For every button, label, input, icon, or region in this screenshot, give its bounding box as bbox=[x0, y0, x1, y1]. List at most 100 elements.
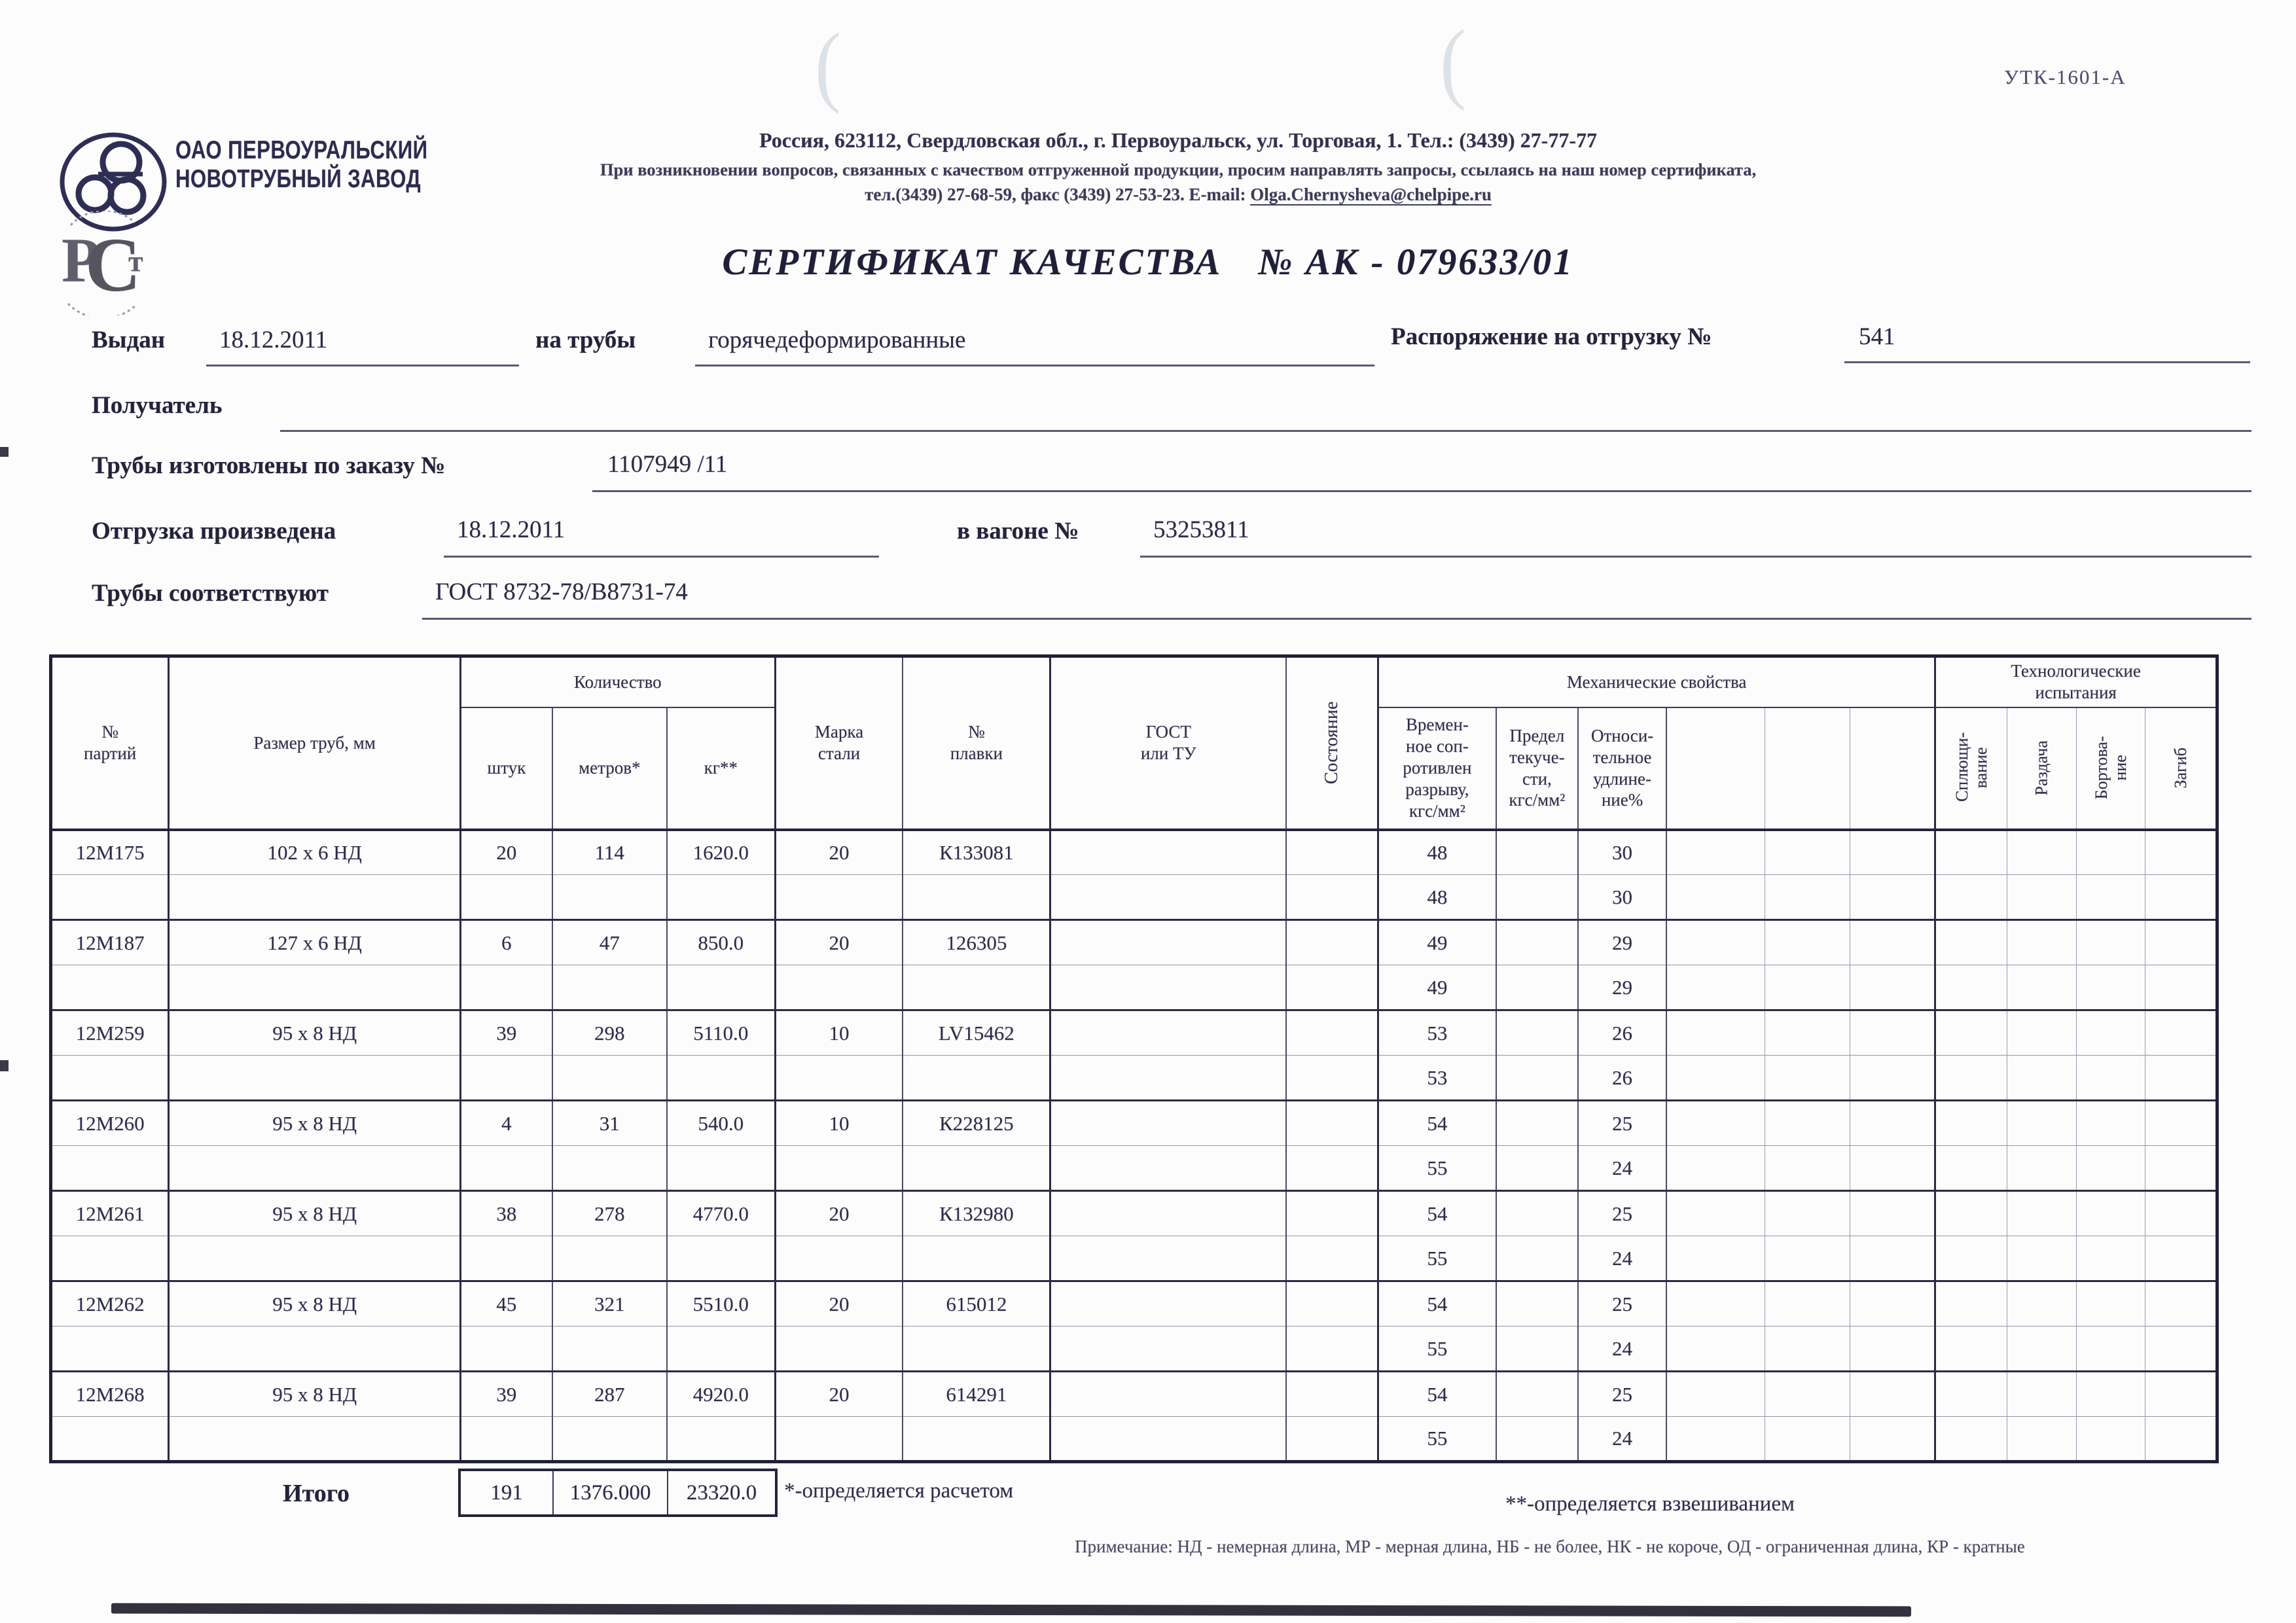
table-row: 12М187 127 х 6 НД 6 47 850.0 20 126305 49 29 bbox=[50, 919, 2217, 965]
form-code: УТК-1601-А bbox=[2004, 65, 2126, 88]
table-cell bbox=[1286, 1010, 1379, 1056]
col-header-meters: метров* bbox=[552, 707, 668, 831]
table-cell: 5510.0 bbox=[666, 1281, 776, 1327]
made-by-order-label: Трубы изготовлены по заказу № bbox=[92, 452, 446, 479]
col-header-elongation: Относи- тельное удлине- ние% bbox=[1577, 707, 1668, 831]
table-row: 12М259 95 х 8 НД 39 298 5110.0 10 LV15462 53 26 bbox=[50, 1010, 2217, 1056]
table-cell: 95 х 8 НД bbox=[168, 1281, 461, 1327]
table-cell bbox=[50, 965, 170, 1011]
table-cell: 12М187 bbox=[50, 919, 170, 965]
table-cell bbox=[1765, 874, 1851, 921]
table-cell: 24 bbox=[1577, 1416, 1668, 1462]
table-cell: 20 bbox=[775, 1281, 904, 1327]
table-cell: 20 bbox=[775, 829, 904, 875]
table-cell bbox=[2007, 829, 2077, 875]
group-header-technological: Технологические испытания bbox=[1935, 656, 2217, 708]
table-cell bbox=[1666, 1416, 1765, 1462]
table-header: № партий Размер труб, мм Количество Марк… bbox=[50, 656, 2217, 831]
table-cell bbox=[1050, 1416, 1287, 1462]
shipped-value: 18.12.2011 bbox=[457, 516, 565, 543]
table-cell bbox=[1496, 874, 1579, 921]
table-cell bbox=[1496, 1190, 1579, 1236]
scan-artifact-dash bbox=[0, 1060, 9, 1071]
table-cell bbox=[50, 874, 170, 921]
svg-text:Р: Р bbox=[62, 225, 100, 295]
table-cell bbox=[1765, 1055, 1851, 1101]
table-cell: 55 bbox=[1378, 1145, 1497, 1192]
table-cell bbox=[1935, 1281, 2008, 1327]
table-cell bbox=[1765, 1190, 1851, 1236]
table-cell: 614291 bbox=[903, 1371, 1052, 1417]
col-header-steel-grade: Марка стали bbox=[775, 656, 904, 831]
table-cell bbox=[903, 1055, 1052, 1101]
table-row: 12М261 95 х 8 НД 38 278 4770.0 20 К132980 54 25 bbox=[50, 1190, 2217, 1236]
table-cell bbox=[50, 1145, 170, 1192]
table-cell bbox=[1286, 1371, 1379, 1417]
table-cell bbox=[168, 1416, 461, 1462]
address-line-3: тел.(3439) 27-68-59, факс (3439) 27-53-2… bbox=[393, 185, 1964, 205]
certificate-table: № партий Размер труб, мм Количество Марк… bbox=[49, 654, 2219, 1463]
table-cell: 39 bbox=[460, 1010, 553, 1056]
table-cell bbox=[2076, 1190, 2145, 1236]
table-cell bbox=[1935, 1416, 2008, 1462]
table-cell bbox=[168, 965, 461, 1011]
table-cell bbox=[1050, 1326, 1287, 1372]
field-underline bbox=[280, 430, 2251, 432]
table-cell bbox=[2145, 919, 2217, 965]
col-header-expansion: Раздача bbox=[2007, 707, 2077, 831]
table-cell bbox=[1286, 874, 1379, 921]
table-cell bbox=[2007, 965, 2077, 1011]
table-cell: 29 bbox=[1577, 965, 1668, 1011]
table-cell bbox=[2076, 919, 2145, 965]
table-cell bbox=[1850, 1371, 1937, 1417]
table-cell bbox=[168, 1055, 461, 1101]
table-cell: 615012 bbox=[903, 1281, 1052, 1327]
table-cell bbox=[903, 874, 1052, 921]
table-cell bbox=[1850, 1100, 1937, 1146]
table-cell: 30 bbox=[1577, 829, 1668, 875]
table-cell bbox=[1666, 1145, 1765, 1192]
col-header-kg: кг** bbox=[666, 707, 776, 831]
table-cell: 95 х 8 НД bbox=[168, 1010, 461, 1056]
table-cell: 54 bbox=[1378, 1371, 1497, 1417]
receiver-label: Получатель bbox=[92, 392, 223, 419]
table-cell bbox=[1286, 1326, 1379, 1372]
table-cell bbox=[168, 1326, 461, 1372]
table-cell bbox=[1765, 1326, 1851, 1372]
table-cell bbox=[2007, 1281, 2077, 1327]
company-name: ОАО ПЕРВОУРАЛЬСКИЙ НОВОТРУБНЫЙ ЗАВОД bbox=[175, 136, 428, 193]
table-cell bbox=[1765, 1145, 1851, 1192]
table-cell bbox=[1666, 1326, 1765, 1372]
table-body: 12М175 102 х 6 НД 20 114 1620.0 20 К133081 48 30… bbox=[50, 829, 2217, 1462]
table-cell bbox=[1666, 829, 1765, 875]
table-cell bbox=[775, 1055, 904, 1101]
table-cell bbox=[168, 1236, 461, 1282]
col-header-flattening-text: Сплющи- вание bbox=[1952, 732, 1991, 802]
table-cell: 48 bbox=[1378, 874, 1497, 921]
address-line-1: Россия, 623112, Свердловская обл., г. Пе… bbox=[759, 128, 1597, 152]
col-header-tensile: Времен- ное соп- ротивлен разрыву, кгс/м… bbox=[1378, 707, 1497, 831]
totals-meters: 1376.000 bbox=[552, 1471, 667, 1514]
table-cell bbox=[903, 1326, 1052, 1372]
table-cell: 54 bbox=[1378, 1100, 1497, 1146]
totals-box: 191 1376.000 23320.0 bbox=[458, 1469, 778, 1517]
totals-kg: 23320.0 bbox=[667, 1471, 775, 1514]
table-cell bbox=[1496, 1281, 1579, 1327]
table-cell: 29 bbox=[1577, 919, 1668, 965]
table-cell bbox=[1286, 1190, 1379, 1236]
col-header-state: Состояние bbox=[1286, 656, 1379, 831]
table-row: 48 30 bbox=[50, 874, 2217, 921]
col-header-gost: ГОСТ или ТУ bbox=[1050, 656, 1287, 831]
table-cell: 49 bbox=[1378, 919, 1497, 965]
table-cell: 287 bbox=[552, 1371, 668, 1417]
table-cell bbox=[1850, 1416, 1937, 1462]
col-header-flanging: Бортова- ние bbox=[2076, 707, 2145, 831]
col-header-flanging-text: Бортова- ние bbox=[2091, 736, 2130, 800]
table-cell bbox=[168, 874, 461, 921]
table-cell bbox=[2076, 965, 2145, 1011]
footnote-double-asterisk: **-определяется взвешиванием bbox=[1505, 1492, 1795, 1516]
table-cell bbox=[2145, 1190, 2217, 1236]
table-cell: 95 х 8 НД bbox=[168, 1371, 461, 1417]
table-cell bbox=[1765, 1010, 1851, 1056]
scan-artifact-strip bbox=[111, 1603, 1912, 1617]
